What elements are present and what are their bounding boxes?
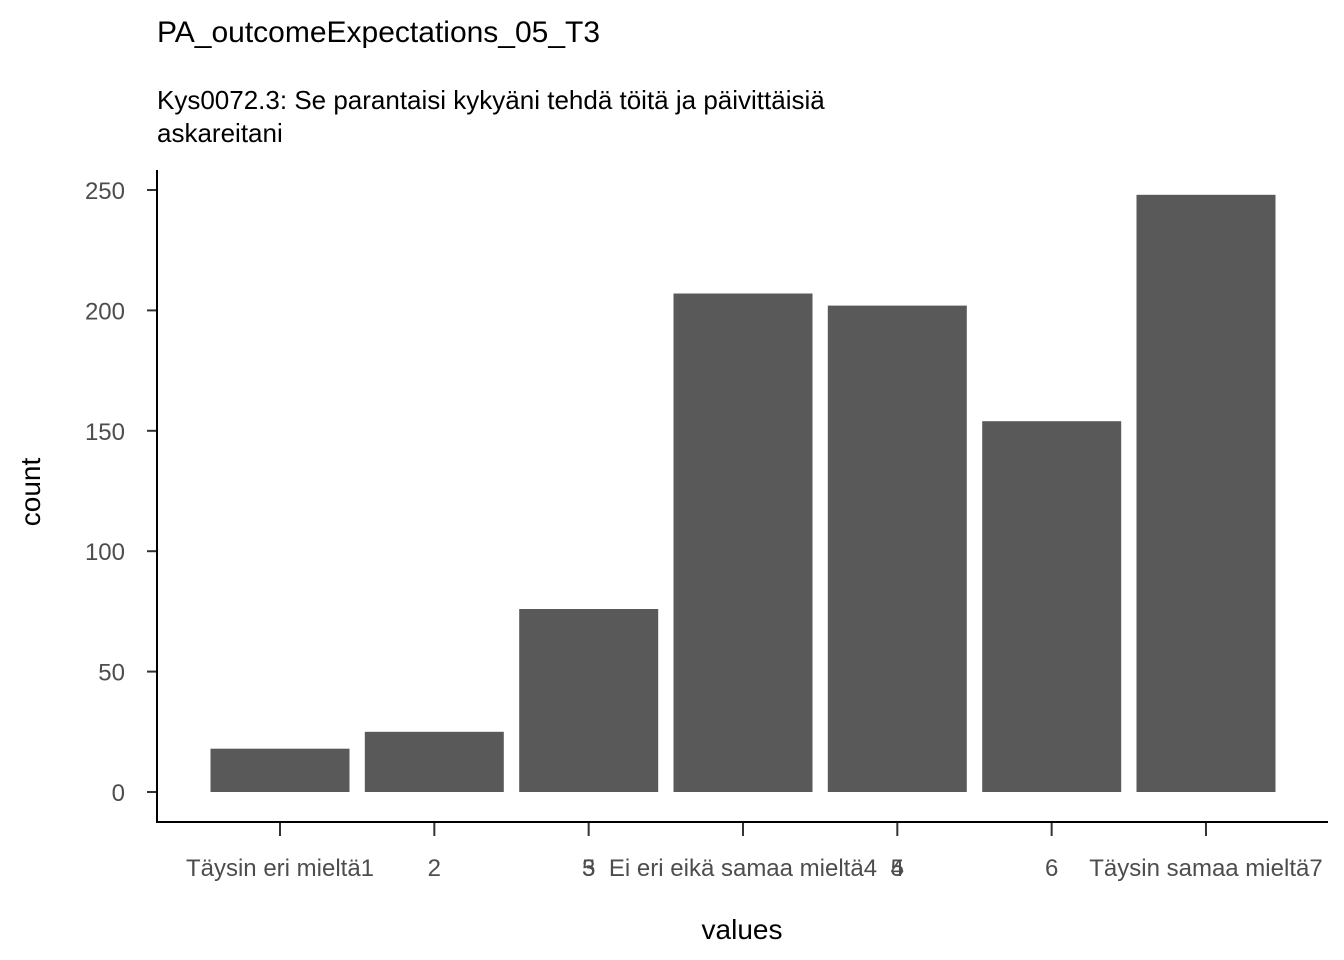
bar-1 [210, 748, 350, 792]
x-tick-label: Täysin eri mieltä1 [186, 855, 374, 882]
chart-subtitle-line-1: Kys0072.3: Se parantaisi kykyäni tehdä t… [157, 85, 825, 115]
chart-title: PA_outcomeExpectations_05_T3 [157, 16, 600, 49]
y-tick-label: 100 [85, 539, 125, 566]
y-tick-label: 250 [85, 178, 125, 205]
bars-group [210, 194, 1276, 793]
y-axis-ticks: 0 50 100 150 200 250 [85, 178, 157, 807]
x-axis-ticks: Täysin eri mieltä1 2 3 Ei eri eikä samaa mi… [186, 822, 1323, 882]
bar-7 [1136, 194, 1276, 793]
chart-subtitle-line-2: askareitani [157, 118, 283, 148]
x-tick-label-overprint: 4 [891, 855, 904, 882]
x-tick-label-overprint: 5 [582, 855, 595, 882]
x-tick-label: 6 [1045, 855, 1058, 882]
x-tick-label: 3 [582, 855, 595, 882]
y-tick-label: 50 [98, 660, 125, 687]
x-tick-label: 2 [428, 855, 441, 882]
y-tick-label: 0 [112, 780, 125, 807]
x-axis-title: values [702, 914, 783, 945]
x-tick-label: Täysin samaa mieltä7 [1089, 855, 1322, 882]
y-tick-label: 150 [85, 419, 125, 446]
bar-6 [982, 421, 1122, 792]
bar-5 [827, 305, 967, 792]
x-tick-label: Ei eri eikä samaa mieltä4 [609, 855, 877, 882]
x-tick-label: 5 [891, 855, 904, 882]
y-axis-title: count [15, 458, 46, 527]
bar-3 [519, 609, 659, 792]
bar-2 [364, 731, 504, 792]
y-tick-label: 200 [85, 298, 125, 325]
bar-4 [673, 293, 813, 792]
